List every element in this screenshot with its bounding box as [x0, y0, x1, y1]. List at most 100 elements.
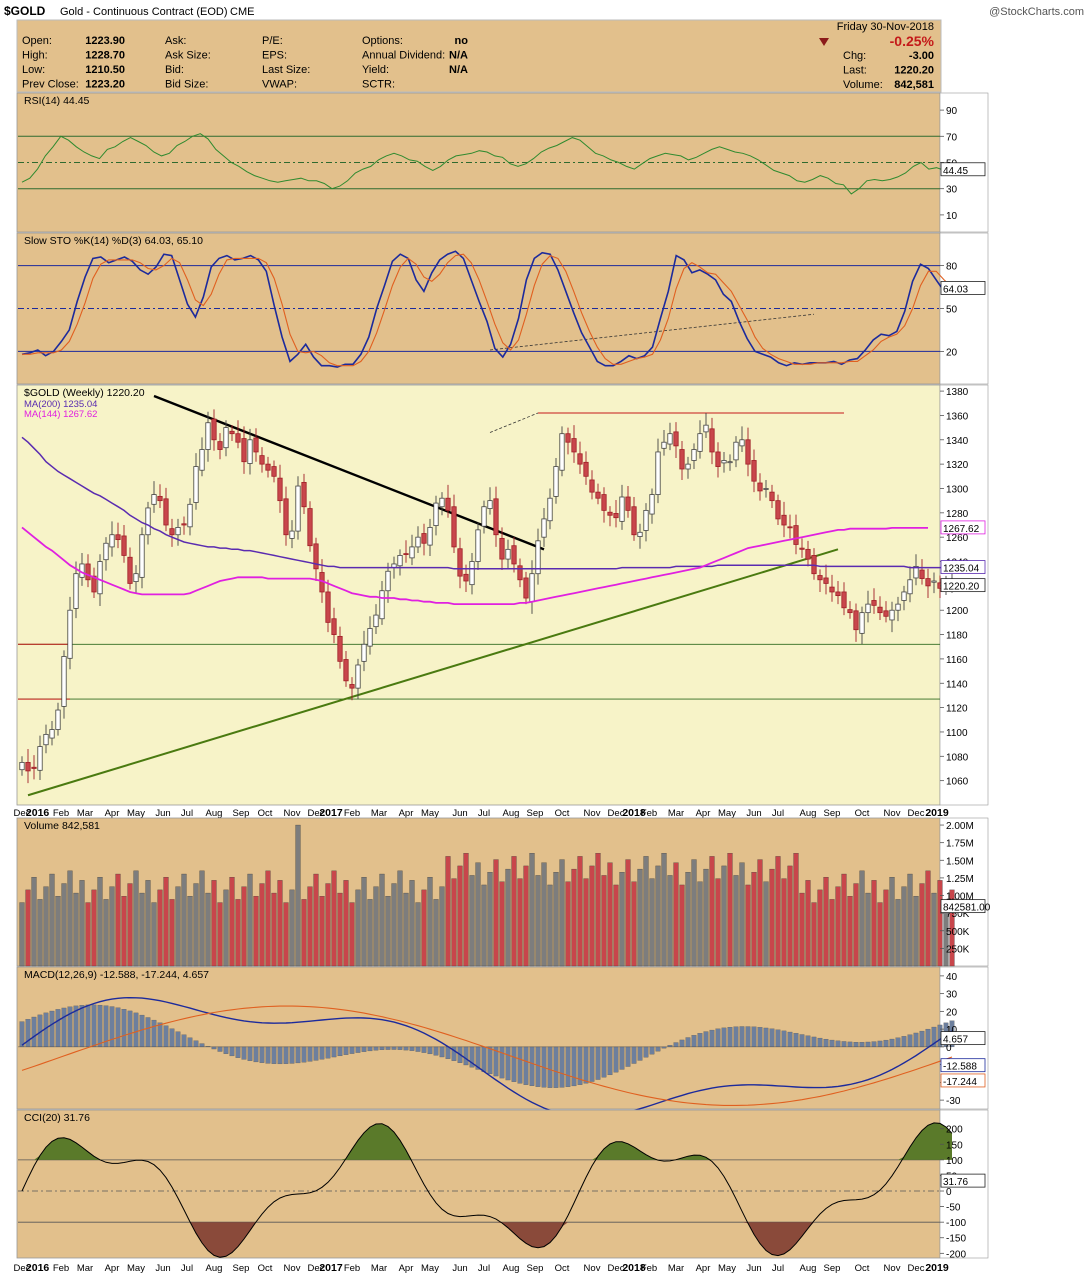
- volume-bar: [613, 884, 619, 967]
- last-value-label: -12.588: [943, 1062, 977, 1073]
- x-axis-label: Mar: [77, 808, 93, 819]
- volume-bar: [571, 868, 577, 967]
- last-value-label: 1235.04: [943, 564, 980, 575]
- macd-histogram-bar: [175, 1031, 181, 1048]
- macd-histogram-bar: [403, 1046, 409, 1051]
- quote-value: 1223.20: [85, 79, 125, 91]
- macd-histogram-bar: [313, 1046, 319, 1061]
- macd-histogram-bar: [163, 1025, 169, 1048]
- candle-body: [661, 441, 667, 449]
- symbol: $GOLD: [4, 4, 46, 18]
- macd-histogram-bar: [775, 1029, 781, 1048]
- candle-body: [469, 561, 475, 586]
- macd-histogram-bar: [613, 1046, 619, 1073]
- volume-bar: [349, 902, 355, 967]
- volume-bar: [385, 896, 391, 967]
- volume-bar: [691, 859, 697, 967]
- candle-body: [919, 569, 925, 579]
- volume-bar: [475, 862, 481, 967]
- quote-label: EPS:: [262, 50, 287, 62]
- watermark: @StockCharts.com: [989, 6, 1084, 18]
- candle-body: [511, 545, 517, 565]
- candle-body: [67, 609, 73, 659]
- tick-label: 20: [946, 347, 958, 358]
- last-value-tag: [940, 1058, 986, 1073]
- cci-line: [21, 1122, 953, 1258]
- macd-histogram-bar: [841, 1041, 847, 1048]
- tick-label: -50: [946, 1203, 961, 1214]
- candle-body: [631, 506, 637, 536]
- candle-body: [649, 494, 655, 515]
- quote-value: -3.00: [909, 50, 934, 62]
- macd-histogram-bar: [379, 1046, 385, 1050]
- candle-body: [157, 495, 163, 502]
- candle-body: [691, 449, 697, 461]
- macd-histogram-bar: [847, 1041, 853, 1048]
- volume-bar: [529, 853, 535, 967]
- volume-bar: [547, 884, 553, 967]
- quote-label: Options:: [362, 35, 403, 47]
- candle-body: [583, 461, 589, 477]
- down-arrow-icon: [819, 38, 829, 46]
- volume-bar: [907, 873, 913, 967]
- macd-histogram-bar: [871, 1041, 877, 1048]
- x-axis-label: Sep: [527, 808, 544, 819]
- candle-body: [643, 509, 649, 531]
- macd-histogram-bar: [805, 1035, 811, 1048]
- volume-bar: [457, 865, 463, 967]
- panel-legend: CCI(20) 31.76: [24, 1112, 90, 1124]
- candle-body: [907, 579, 913, 595]
- x-axis-label: Sep: [233, 1263, 250, 1274]
- volume-bar: [703, 868, 709, 967]
- candle-body: [25, 761, 31, 772]
- panel-legend: MACD(12,26,9) -12.588, -17.244, 4.657: [24, 969, 209, 981]
- volume-bar: [619, 872, 625, 967]
- volume-bar: [463, 853, 469, 967]
- candle-body: [187, 503, 193, 528]
- candle-body: [421, 533, 427, 544]
- volume-bar: [667, 875, 673, 967]
- macd-histogram-bar: [571, 1046, 577, 1087]
- volume-bar: [37, 899, 43, 967]
- volume-bar: [55, 896, 61, 967]
- volume-bar: [649, 878, 655, 967]
- candle-body: [685, 463, 691, 470]
- macd-histogram-bar: [55, 1009, 61, 1048]
- x-axis-label: Jun: [155, 1263, 170, 1274]
- volume-bar: [283, 902, 289, 967]
- candle-body: [397, 555, 403, 567]
- volume-bar: [217, 902, 223, 967]
- candle-body: [151, 494, 157, 505]
- candle-body: [163, 498, 169, 526]
- macd-histogram-bar: [535, 1046, 541, 1087]
- candle-body: [439, 497, 445, 508]
- candle-body: [55, 709, 61, 730]
- macd-histogram-bar: [187, 1037, 193, 1048]
- candle-body: [589, 479, 595, 493]
- candle-body: [523, 577, 529, 599]
- x-axis-label: Feb: [344, 808, 360, 819]
- panel-background: [16, 92, 941, 233]
- x-axis-label: Aug: [503, 808, 520, 819]
- x-axis-label: Oct: [258, 1263, 273, 1274]
- macd-histogram-bar: [229, 1046, 235, 1057]
- candle-body: [415, 536, 421, 548]
- macd-histogram-bar: [499, 1046, 505, 1079]
- candle-body: [733, 441, 739, 461]
- volume-bar: [181, 873, 187, 967]
- candle-body: [559, 433, 565, 471]
- ma200-line: [21, 436, 952, 570]
- volume-bar: [391, 883, 397, 967]
- volume-bar: [583, 878, 589, 967]
- volume-bar: [499, 881, 505, 967]
- tick-label: 1320: [946, 460, 969, 471]
- candle-body: [565, 433, 571, 443]
- volume-bar: [835, 886, 841, 967]
- x-axis-label: Feb: [344, 1263, 360, 1274]
- candle-body: [847, 609, 853, 614]
- volume-bar: [289, 889, 295, 967]
- macd-histogram-bar: [49, 1010, 55, 1048]
- macd-line: [21, 996, 953, 1119]
- last-value-tag: [940, 1173, 986, 1188]
- volume-bar: [97, 877, 103, 967]
